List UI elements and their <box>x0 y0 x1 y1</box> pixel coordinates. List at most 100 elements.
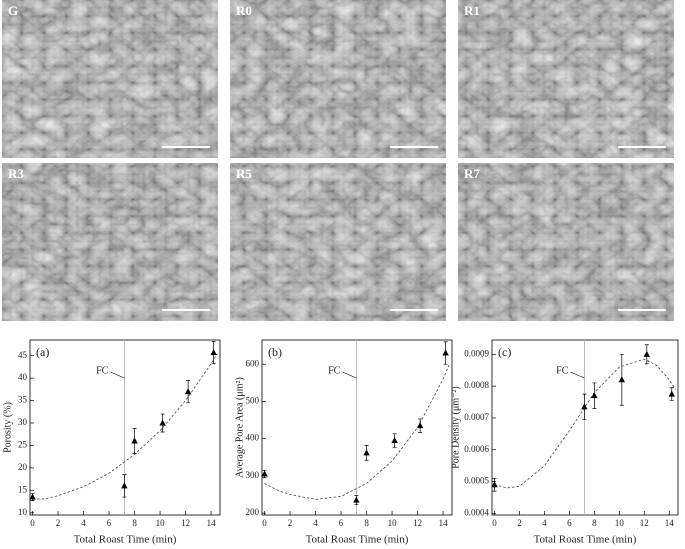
image-label: R1 <box>464 3 480 18</box>
y-tick-label: 0.0006 <box>464 444 489 454</box>
x-tick-label: 0 <box>30 518 35 528</box>
y-tick-label: 40 <box>18 372 28 382</box>
x-tick-label: 8 <box>364 518 369 528</box>
scale-bar <box>618 146 666 148</box>
point <box>159 419 166 426</box>
y-tick-label: 0.0009 <box>464 348 489 358</box>
point <box>591 392 598 399</box>
point <box>442 349 449 356</box>
x-tick-label: 12 <box>640 518 649 528</box>
y-tick-label: 200 <box>246 507 260 517</box>
point <box>668 390 675 397</box>
x-axis-label: Total Roast Time (min) <box>74 534 177 546</box>
x-tick-label: 2 <box>288 518 293 528</box>
y-tick-label: 0.0008 <box>464 380 489 390</box>
scale-bar <box>162 146 210 148</box>
point <box>121 482 128 489</box>
y-axis-label: Porosity (%) <box>2 402 13 453</box>
y-tick-label: 30 <box>18 417 28 427</box>
x-tick-label: 6 <box>567 518 572 528</box>
sem-image <box>230 0 446 158</box>
y-tick-label: 0.0007 <box>464 412 489 422</box>
x-tick-label: 4 <box>81 518 86 528</box>
plot-frame <box>491 339 679 516</box>
x-tick-label: 6 <box>107 518 112 528</box>
x-tick-label: 14 <box>207 518 217 528</box>
image-label: R0 <box>236 3 252 18</box>
point <box>618 376 626 383</box>
y-tick-label: 400 <box>246 433 260 443</box>
image-label: R5 <box>236 166 252 181</box>
x-axis-label: Total Roast Time (min) <box>534 534 637 546</box>
x-tick-label: 8 <box>132 518 137 528</box>
x-tick-label: 6 <box>339 518 344 528</box>
fc-label: FC <box>328 365 341 376</box>
x-axis-label: Total Roast Time (min) <box>306 534 409 546</box>
fit-curve <box>32 353 218 500</box>
x-tick-label: 14 <box>665 518 675 528</box>
point <box>581 403 588 410</box>
y-tick-label: 25 <box>18 440 28 450</box>
y-axis-label: Average Pore Area (μm²) <box>234 377 245 478</box>
x-tick-label: 8 <box>592 518 597 528</box>
scale-bar <box>618 309 666 311</box>
x-tick-label: 10 <box>615 518 625 528</box>
image-label: G <box>8 3 18 18</box>
y-tick-label: 500 <box>246 395 260 405</box>
scale-bar <box>390 146 438 148</box>
y-tick-label: 0.0005 <box>464 476 489 486</box>
x-tick-label: 4 <box>542 518 547 528</box>
x-tick-label: 0 <box>492 518 497 528</box>
panel-label: (a) <box>36 345 49 359</box>
x-tick-label: 10 <box>156 518 166 528</box>
plot-frame <box>29 339 221 516</box>
panel-label: (b) <box>268 345 282 359</box>
point <box>261 470 268 477</box>
image-label: R3 <box>8 166 24 181</box>
x-tick-label: 10 <box>388 518 398 528</box>
sem-image <box>2 163 218 321</box>
point <box>353 496 360 503</box>
scale-bar <box>162 309 210 311</box>
fc-label: FC <box>556 365 569 376</box>
x-tick-label: 4 <box>313 518 318 528</box>
y-tick-label: 0.0004 <box>464 507 489 517</box>
sem-image <box>458 0 674 158</box>
fit-curve <box>264 364 450 500</box>
point <box>210 349 217 356</box>
x-tick-label: 2 <box>517 518 522 528</box>
y-tick-label: 300 <box>246 470 260 480</box>
point <box>184 388 192 395</box>
sem-image <box>230 163 446 321</box>
image-label: R7 <box>464 166 480 181</box>
y-tick-label: 10 <box>18 507 28 517</box>
point <box>29 493 36 500</box>
fit-curve <box>494 358 676 489</box>
fc-label: FC <box>96 365 109 376</box>
panel-label: (c) <box>498 345 511 359</box>
sem-image <box>2 0 218 158</box>
x-tick-label: 12 <box>181 518 190 528</box>
point <box>363 449 370 456</box>
point <box>491 481 498 488</box>
plot-frame <box>261 339 453 516</box>
point <box>391 437 398 444</box>
y-tick-label: 600 <box>246 358 260 368</box>
fc-leader <box>570 371 585 379</box>
y-tick-label: 35 <box>18 395 28 405</box>
fc-leader <box>110 371 125 379</box>
point <box>643 350 650 357</box>
y-tick-label: 20 <box>18 462 28 472</box>
sem-image <box>458 163 674 321</box>
x-tick-label: 0 <box>262 518 267 528</box>
x-tick-label: 14 <box>439 518 449 528</box>
x-tick-label: 12 <box>413 518 422 528</box>
scale-bar <box>390 309 438 311</box>
y-axis-label: Pore Density (μm⁻²) <box>450 386 461 469</box>
x-tick-label: 2 <box>56 518 61 528</box>
fc-leader <box>342 371 357 379</box>
point <box>416 422 424 429</box>
point <box>131 437 138 444</box>
y-tick-label: 45 <box>18 350 28 360</box>
